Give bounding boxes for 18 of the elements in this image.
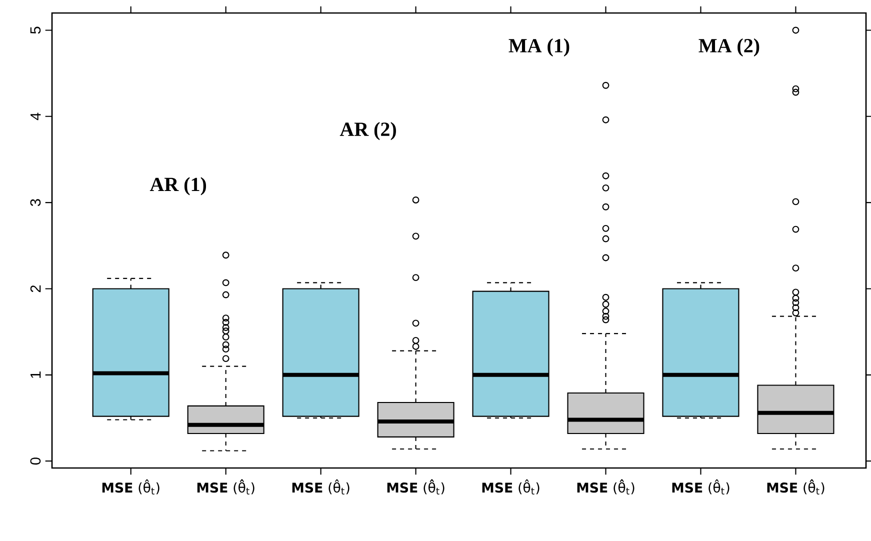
x-tick-label: MSE (θ̂̂$_{t}$) [387, 479, 444, 494]
y-tick-label: 1 [30, 372, 41, 378]
x-tick-label: MSE (θ̂̂$_{t}$) [197, 479, 254, 494]
annotation: MA (1) [508, 38, 570, 57]
y-tick-label: 3 [30, 199, 41, 206]
annotation: AR (2) [340, 122, 396, 140]
x-tick-label: MSE (θ̂$_{t}$) [482, 479, 540, 494]
annotation: MA (2) [698, 38, 760, 57]
x-tick-label: MSE (θ̂$_{t}$) [672, 479, 730, 494]
x-tick-label: MSE (θ̂$_{t}$) [292, 479, 350, 494]
y-tick-label: 2 [30, 285, 41, 292]
y-tick-label: 5 [30, 26, 41, 34]
x-tick-label: MSE (θ̂̂$_{t}$) [767, 479, 824, 494]
annotation: AR (1) [150, 177, 206, 196]
y-tick-label: 0 [30, 458, 41, 465]
x-tick-label: MSE (θ̂$_{t}$) [102, 479, 160, 494]
y-tick-label: 4 [30, 112, 41, 120]
x-tick-label: MSE (θ̂̂$_{t}$) [577, 479, 634, 494]
